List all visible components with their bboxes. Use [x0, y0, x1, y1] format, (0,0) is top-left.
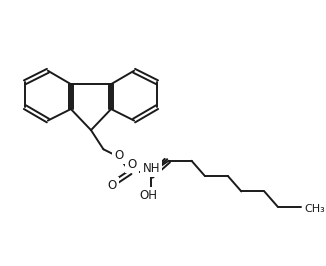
Text: O: O — [114, 148, 123, 161]
Text: O: O — [108, 179, 117, 192]
Text: CH₃: CH₃ — [304, 204, 325, 214]
Text: NH: NH — [142, 162, 160, 175]
Text: OH: OH — [140, 189, 157, 202]
Text: O: O — [127, 158, 137, 171]
